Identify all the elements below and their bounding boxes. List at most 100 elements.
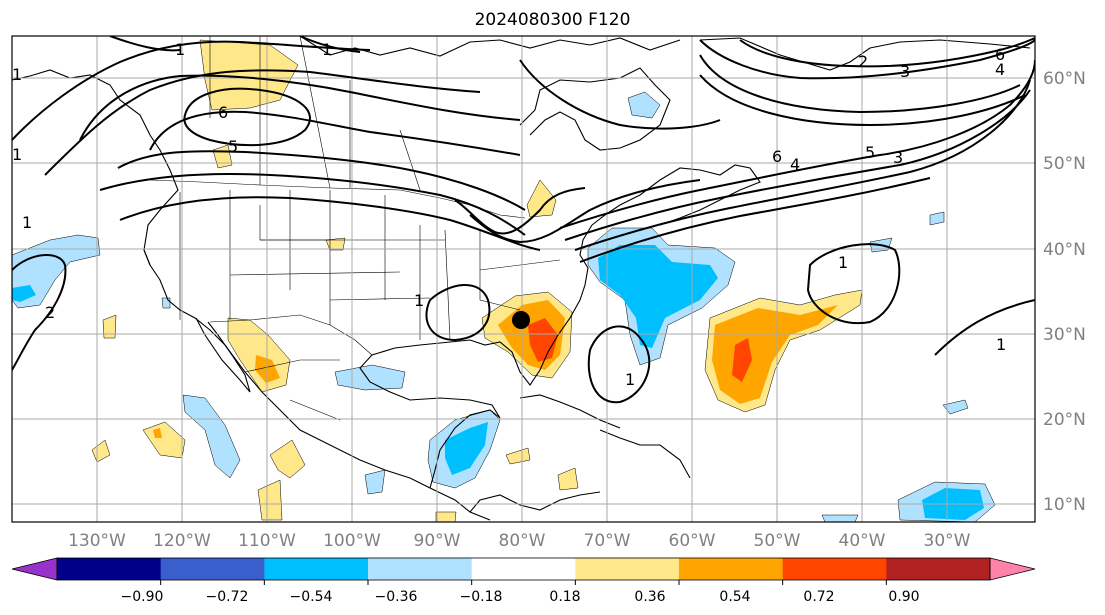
gridlines: [12, 36, 1035, 522]
state-line-14: [244, 359, 340, 373]
contour-6: [117, 150, 526, 211]
contour-19-hudson: [519, 59, 721, 130]
colorbar-tick-label: 0.72: [803, 589, 834, 605]
contour-label: 6: [218, 103, 228, 122]
contour-label: 6: [995, 45, 1005, 64]
shade-positive-lakes: [526, 179, 557, 218]
contour-lines: [12, 36, 1035, 404]
contour-12: [564, 89, 1031, 241]
contour-1-alaska: [12, 40, 371, 141]
coastline-hudson: [519, 67, 671, 151]
contour-7: [99, 172, 526, 236]
contour-9-kink: [454, 187, 586, 235]
contour-25-alaska-top: [109, 36, 181, 52]
contour-label: 3: [893, 148, 903, 167]
colorbar-tick-label: 0.54: [719, 589, 750, 605]
shade-negative-gulf: [334, 364, 406, 391]
contour-22-atlantic-loop: [587, 325, 651, 404]
shade-negative-hudson: [627, 91, 661, 119]
colorbar-tick-label: −0.90: [121, 589, 164, 605]
coastline-west-coast: [143, 249, 491, 521]
shade-positive-small-8: [257, 479, 283, 521]
contour-label: 6: [772, 147, 782, 166]
contour-3-inner: [79, 74, 521, 141]
shade-positive-small-11: [435, 511, 457, 522]
colorbar-swatch: [575, 558, 680, 580]
coastline-arctic: [299, 36, 681, 57]
shade-negative-small-3: [929, 211, 945, 226]
border-us-canada: [149, 179, 526, 219]
map-frame: [11, 35, 1036, 523]
province-line-4: [399, 129, 421, 191]
colorbar-swatch: [368, 558, 473, 580]
shade-negative-small-1: [364, 469, 386, 495]
contour-label: 1: [322, 40, 332, 59]
storm-position-marker: [512, 311, 530, 329]
coastline-northeast: [591, 164, 761, 226]
contour-23-atlantic-loop: [806, 243, 901, 325]
contour-4-loop: [183, 87, 311, 147]
contour-2-alaska: [44, 69, 481, 176]
contour-label: 1: [838, 253, 848, 272]
coastline-gulf: [359, 224, 593, 489]
contour-20-pacific-loop: [12, 253, 67, 371]
state-line-11: [444, 229, 451, 341]
lon-label: 60°W: [669, 531, 716, 551]
contour-21-se-loop: [425, 284, 491, 342]
contour-26-alaska-right: [299, 36, 361, 53]
coastline-alaska: [12, 69, 179, 266]
state-line-12: [479, 230, 521, 311]
colorbar-swatch: [471, 558, 576, 580]
contour-16-northeast: [739, 37, 1035, 68]
lon-label: 110°W: [238, 531, 296, 551]
coastline-caribbean-2: [599, 429, 691, 479]
shade-positive-small-6: [91, 439, 111, 463]
shade-positive-se-us-core: [528, 318, 558, 362]
contour-label: 4: [790, 155, 800, 174]
colorbar-tick-label: −0.36: [375, 589, 418, 605]
shade-positive-atlantic-core: [732, 338, 752, 382]
contour-18-northeast: [699, 74, 1026, 127]
colorbar-swatch: [782, 558, 887, 580]
lon-label: 120°W: [153, 531, 211, 551]
anomaly-shading: [12, 39, 996, 522]
shade-negative-baja: [182, 394, 241, 479]
state-line-8: [229, 271, 401, 276]
colorbar-tick-label: 0.36: [634, 589, 665, 605]
lon-label: 130°W: [68, 531, 126, 551]
lat-label: 10°N: [1043, 495, 1086, 515]
coastline-greenland: [699, 37, 1031, 71]
lat-label: 40°N: [1043, 240, 1086, 260]
contour-label: 1: [996, 335, 1006, 354]
colorbar: [11, 557, 1036, 585]
contour-label: 4: [995, 60, 1005, 79]
contour-label: 2: [45, 303, 55, 322]
colorbar-frame: [56, 557, 991, 581]
shade-negative-atlantic-inner: [598, 245, 718, 348]
colorbar-tick-label: 0.18: [549, 589, 580, 605]
colorbar-swatch: [57, 558, 162, 580]
colorbar-swatch: [886, 558, 991, 580]
contour-label: 5: [865, 143, 875, 162]
lat-label: 20°N: [1043, 410, 1086, 430]
contour-11: [559, 59, 1035, 229]
colorbar-swatch: [264, 558, 369, 580]
lon-label: 50°W: [754, 531, 801, 551]
colorbar-swatch: [679, 558, 784, 580]
shade-positive-small-10: [557, 467, 579, 491]
longitude-labels: 130°W 120°W 110°W 100°W 90°W 80°W 70°W 6…: [68, 531, 971, 551]
lat-label: 60°N: [1043, 69, 1086, 89]
contour-8: [119, 196, 541, 251]
state-line-13: [479, 259, 561, 271]
coastline-baja: [195, 317, 251, 393]
state-line-15: [289, 399, 341, 421]
contour-15-northeast: [699, 39, 1035, 80]
lon-label: 80°W: [499, 531, 546, 551]
contour-label: 1: [625, 370, 635, 389]
state-line-3: [259, 205, 330, 241]
shade-negative-small-4: [942, 399, 969, 415]
shade-negative-pacific-outer: [12, 234, 101, 309]
contour-17-northeast: [699, 54, 1021, 114]
lon-label: 100°W: [323, 531, 381, 551]
